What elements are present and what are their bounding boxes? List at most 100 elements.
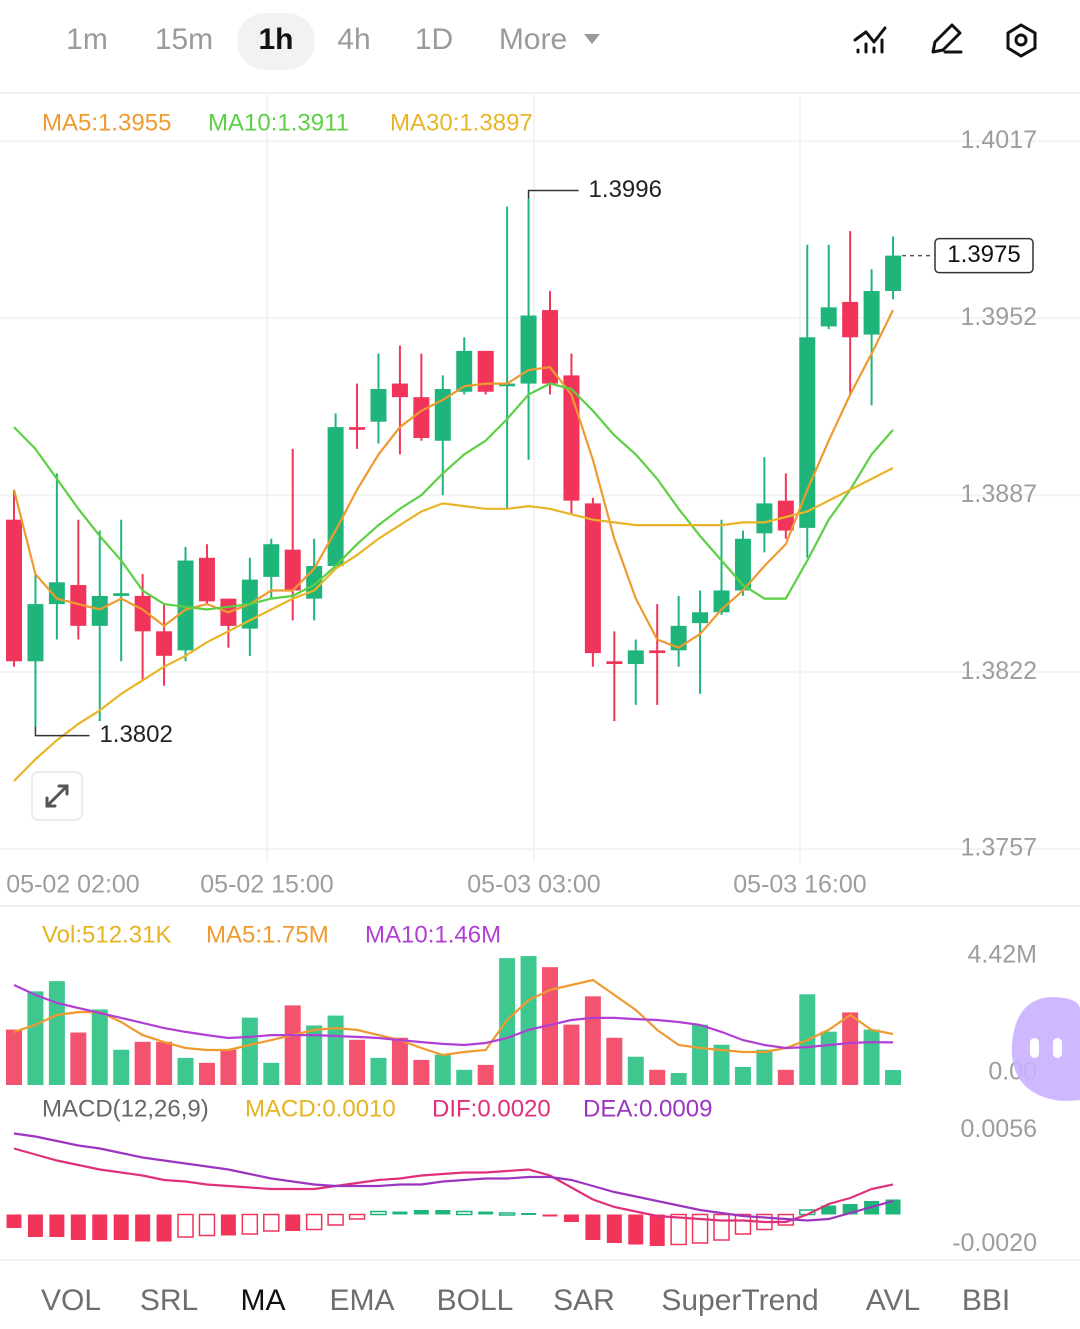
indicator-tab[interactable]: EMA [329,1284,394,1317]
volume-bar [306,1025,323,1085]
volume-bar [584,996,601,1085]
volume-bar [670,1073,687,1085]
volume-bar [370,1057,387,1085]
macd-line [13,1147,894,1224]
candle-body [263,544,280,577]
max-pointer [527,189,579,199]
volume-bar [842,1012,859,1085]
macd-bar [6,1214,22,1228]
candle-body [134,595,151,632]
y-tick-label: 4.42M [968,941,1037,969]
volume-bar [863,1029,880,1085]
timeframe-tab[interactable]: 1h [258,23,293,56]
indicator-bar: VOL SRL MA EMA BOLL SAR SuperTrend AVL BBI [41,1284,1010,1317]
timeframe-tab[interactable]: 1D [415,23,453,56]
legend-entry: MA10:1.3911 [208,109,349,136]
volume-bar [263,1062,280,1085]
macd-bar [177,1213,194,1238]
indicator-tab[interactable]: BOLL [437,1284,514,1317]
macd-bar [649,1214,665,1246]
volume-bar [349,1039,366,1085]
candle-body [349,427,366,430]
candle-body [156,631,173,656]
volume-bar [391,1037,408,1085]
timeframe-tab[interactable]: 1m [66,23,108,56]
indicator-tab[interactable]: AVL [866,1284,920,1317]
assistant-bubble[interactable] [1011,997,1080,1101]
volume-bar [756,1049,773,1085]
volume-bar [734,1066,751,1085]
candle-body [113,593,130,596]
legend-entry: MACD:0.0010 [245,1095,396,1122]
macd-bar [198,1213,216,1237]
selected-pill [237,13,315,70]
macd-bar [348,1213,366,1220]
candle-body [456,350,473,392]
macd-bar [670,1213,687,1246]
legend-entry: MA30:1.3897 [390,109,533,136]
candle-body [413,397,430,439]
timeframe-tab[interactable]: 15m [155,23,213,56]
volume-bar [649,1069,666,1085]
candle-body [6,519,22,662]
expand-button[interactable] [31,771,83,821]
volume-bar [6,1029,22,1085]
macd-bar [842,1204,858,1215]
candle-body [370,389,387,422]
volume-bar [563,1024,580,1085]
indicator-tab[interactable]: BBI [962,1284,1010,1317]
candle-body [692,612,709,624]
macd-bar [478,1211,494,1215]
macd-line [13,1132,894,1222]
x-tick-label: 05-02 15:00 [200,871,333,899]
volume-bar [456,1069,473,1085]
legend-entry: MA5:1.75M [206,921,329,948]
indicator-title: MACD(12,26,9) [42,1095,209,1122]
x-tick-label: 05-03 16:00 [733,871,866,899]
indicator-tab[interactable]: SRL [140,1284,198,1317]
timeframe-bar: 1m 15m 1h 4h 1D More [66,23,567,56]
macd-bar [413,1210,429,1215]
volume-bar [198,1062,215,1085]
macd-bar [498,1212,516,1216]
macd-bar [113,1214,129,1240]
settings-icon[interactable] [1006,23,1037,58]
min-pointer [34,726,90,737]
macd-bar [821,1205,837,1215]
candle-body [177,560,194,651]
indicator-tab[interactable]: VOL [41,1284,101,1317]
candle-body [885,255,902,292]
last-price-box [934,237,1034,274]
volume-bar [91,1009,108,1085]
macd-bar [27,1214,43,1237]
dropdown-arrow[interactable] [584,34,600,44]
y-tick-label: 1.3822 [961,657,1037,685]
candle-body [520,315,537,384]
candle-body [863,291,880,335]
volume-bar [434,1054,451,1085]
macd-bar [135,1214,151,1242]
candle-body [284,549,301,591]
volume-bar [477,1064,494,1085]
volume-bar [713,1044,730,1085]
min-label: 1.3802 [99,721,172,748]
y-tick-label: -0.0020 [952,1229,1037,1257]
indicator-tab[interactable]: MA [241,1284,286,1317]
indicator-tab[interactable]: SuperTrend [661,1284,818,1317]
candle-body [799,337,816,528]
macd-bar [49,1214,65,1237]
timeframe-tab[interactable]: More [499,23,567,56]
candle-body [777,500,794,531]
candle-body [70,585,87,626]
timeframe-tab[interactable]: 4h [337,23,370,56]
legend-entry: DIF:0.0020 [432,1095,551,1122]
macd-bar [241,1213,259,1235]
candle-body [842,301,859,338]
indicator-icon[interactable] [853,26,887,54]
candle-body [756,503,773,534]
volume-bar [134,1041,151,1085]
indicator-tab[interactable]: SAR [553,1284,615,1317]
volume-bar [520,956,537,1085]
draw-icon[interactable] [931,23,963,54]
